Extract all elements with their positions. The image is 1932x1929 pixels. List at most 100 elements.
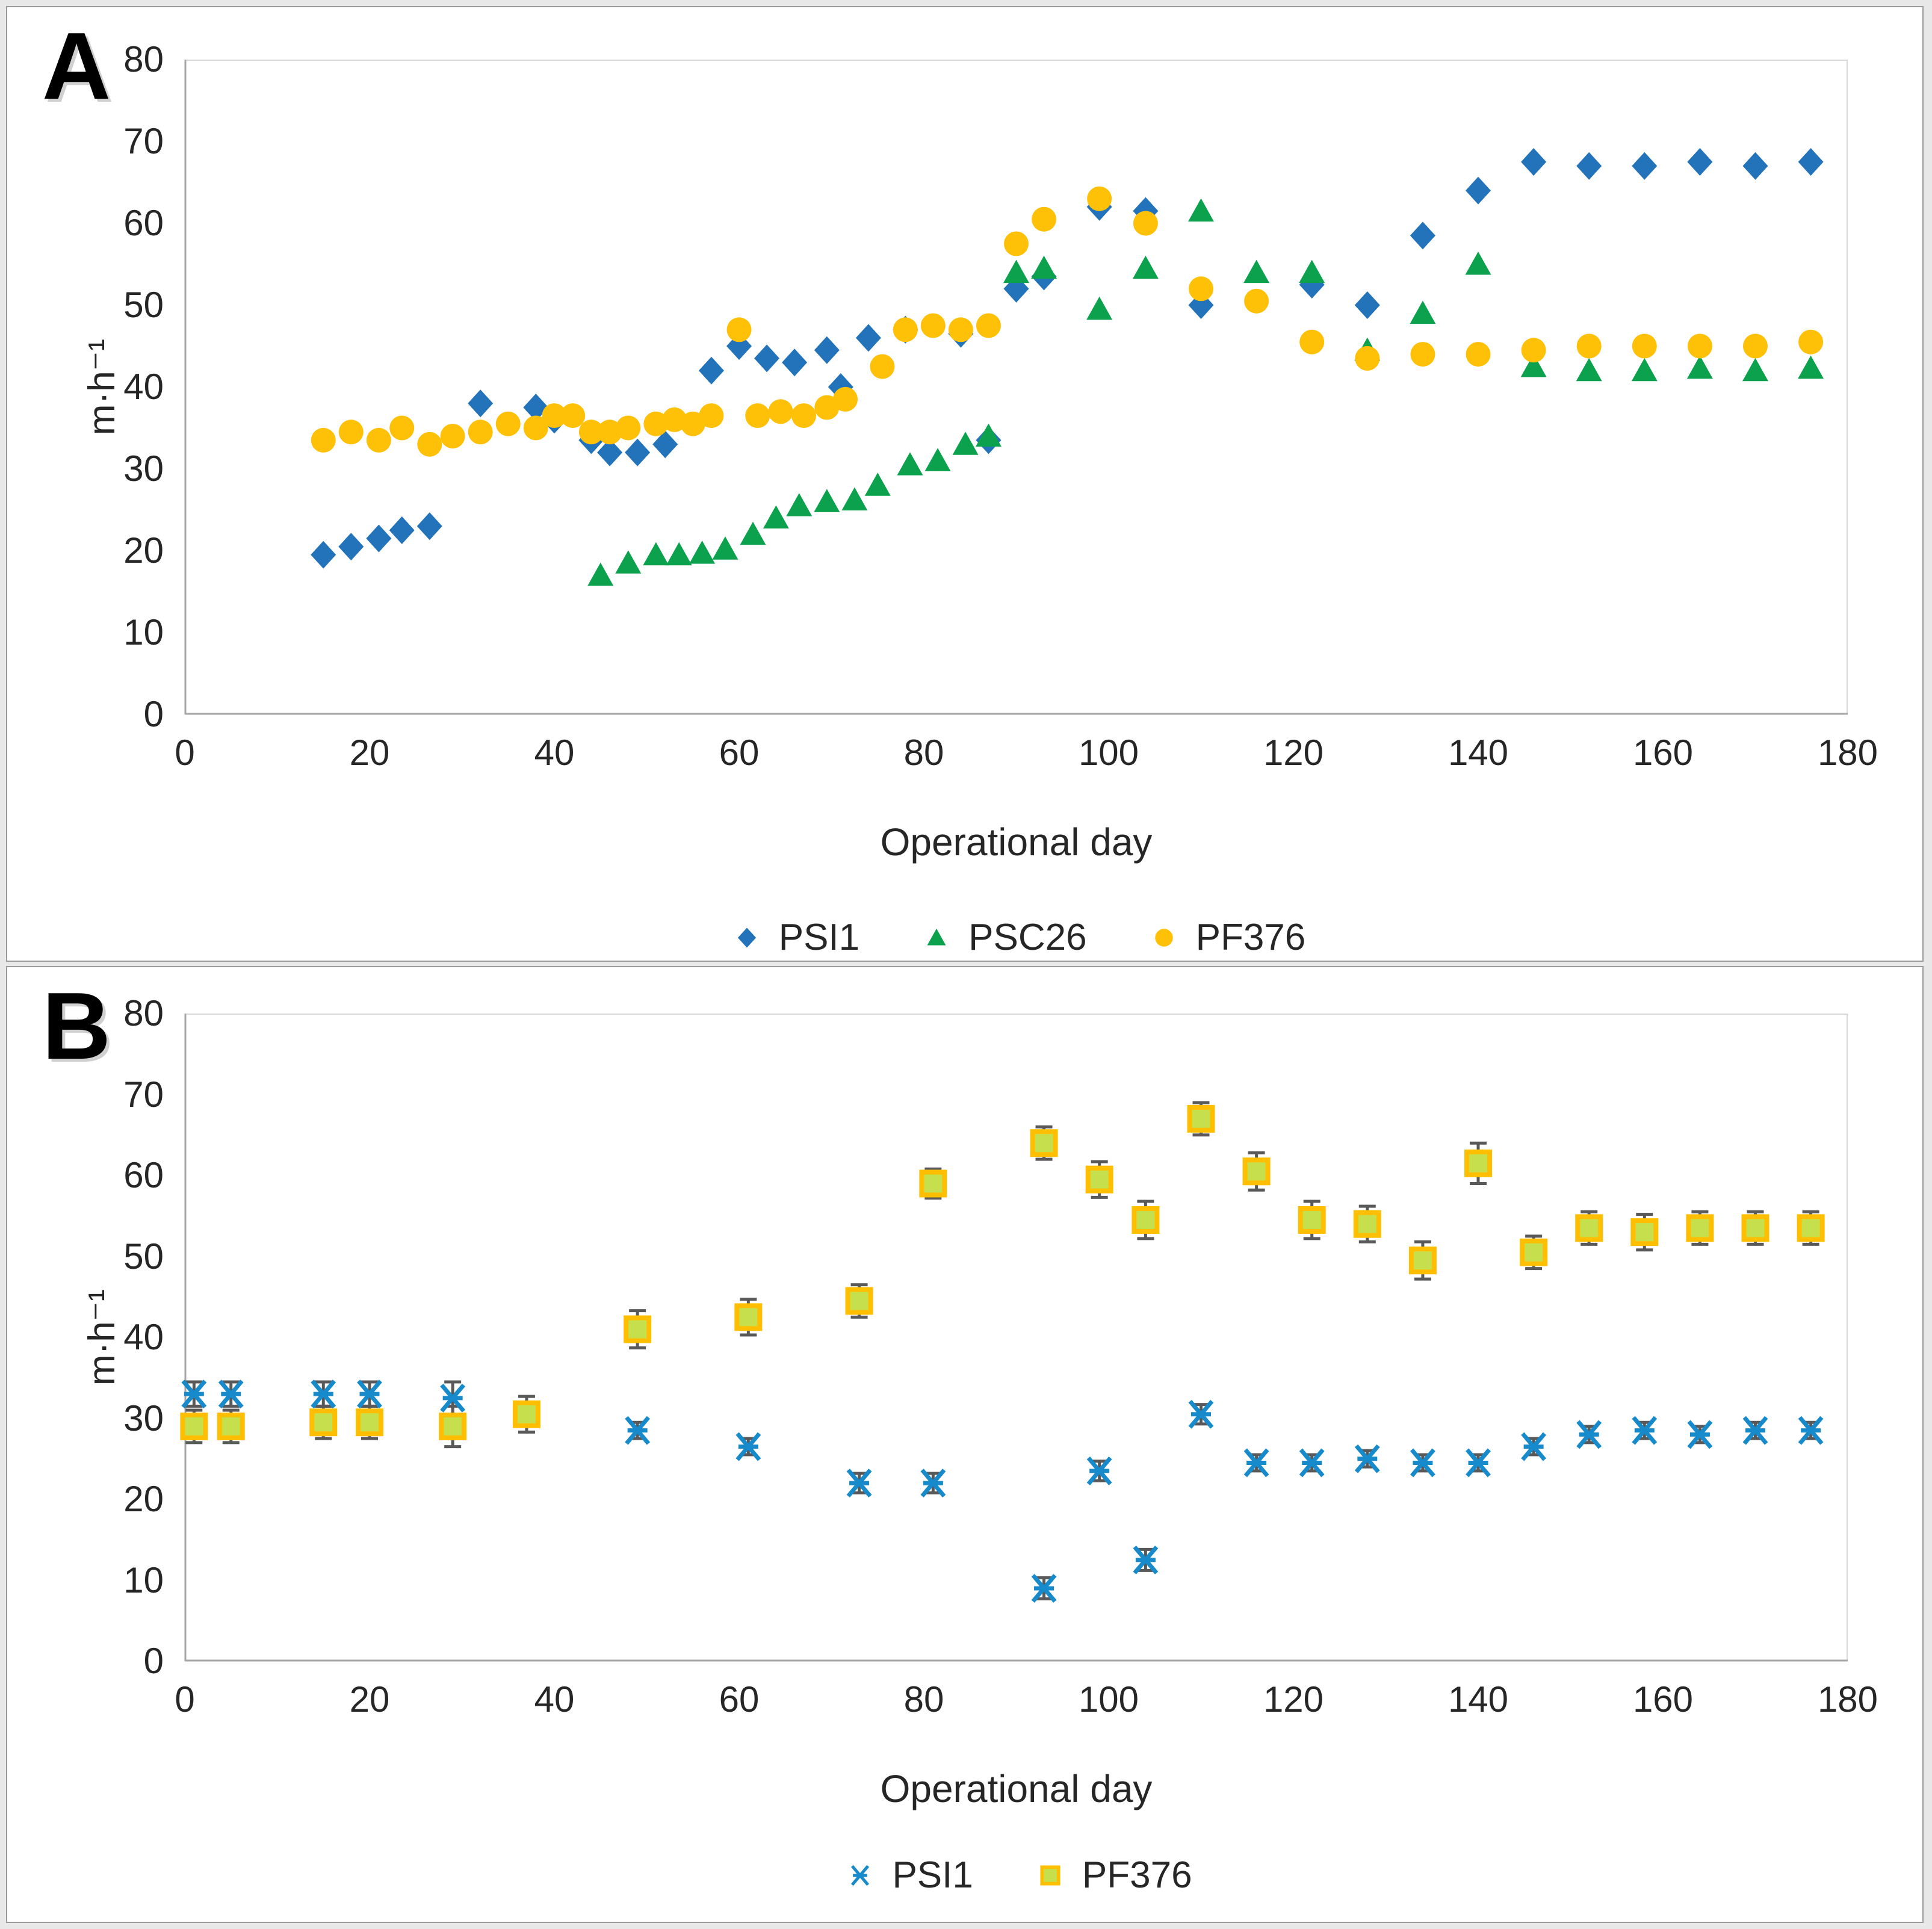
data-point-marker bbox=[1040, 1865, 1060, 1886]
data-point-marker bbox=[1243, 259, 1270, 283]
data-point-marker bbox=[1298, 1206, 1326, 1234]
x-tick-label: 40 bbox=[534, 1679, 575, 1720]
data-point-marker bbox=[1630, 1218, 1659, 1246]
data-point-marker bbox=[1032, 206, 1057, 232]
y-tick-label: 50 bbox=[123, 285, 164, 325]
x-tick-label: 160 bbox=[1632, 732, 1694, 773]
data-point-marker bbox=[851, 1865, 870, 1886]
data-point-marker bbox=[734, 1303, 763, 1331]
data-point-marker bbox=[309, 1408, 338, 1437]
data-point-marker bbox=[311, 540, 336, 569]
data-point-marker bbox=[560, 403, 586, 429]
y-tick-label: 60 bbox=[123, 1155, 164, 1195]
data-point-marker bbox=[786, 493, 813, 516]
data-point-marker bbox=[1632, 152, 1658, 180]
data-point-marker bbox=[726, 317, 752, 342]
data-point-marker bbox=[1576, 1420, 1602, 1449]
data-point-marker bbox=[1465, 252, 1491, 275]
data-point-marker bbox=[338, 533, 364, 561]
data-point-marker bbox=[1464, 1149, 1492, 1177]
data-point-marker bbox=[1242, 1157, 1271, 1186]
data-point-marker bbox=[542, 403, 567, 429]
data-point-marker bbox=[1520, 1238, 1548, 1266]
x-axis-title-b: Operational day bbox=[880, 1767, 1153, 1810]
data-point-marker bbox=[1299, 1448, 1325, 1478]
data-point-marker bbox=[1086, 1456, 1112, 1485]
data-point-marker bbox=[180, 1412, 208, 1440]
data-point-marker bbox=[712, 536, 738, 560]
diamond-legend-icon bbox=[737, 927, 756, 948]
data-point-marker bbox=[952, 432, 979, 455]
data-point-marker bbox=[870, 354, 895, 379]
data-point-marker bbox=[1741, 1214, 1769, 1242]
scatter-canvas-a bbox=[184, 60, 1848, 715]
data-point-marker bbox=[698, 356, 724, 385]
x-tick-label: 140 bbox=[1447, 1679, 1509, 1720]
data-point-marker bbox=[1133, 1545, 1159, 1574]
data-point-marker bbox=[1410, 342, 1435, 367]
x-tick-label: 180 bbox=[1817, 732, 1878, 773]
y-tick-label: 0 bbox=[143, 1641, 164, 1681]
data-point-marker bbox=[652, 430, 678, 459]
data-point-marker bbox=[1687, 148, 1713, 176]
legend-item-pf376: PF376 bbox=[1030, 1854, 1192, 1896]
scatter-canvas-b bbox=[180, 1014, 1848, 1662]
data-point-marker bbox=[1188, 1399, 1214, 1429]
data-point-marker bbox=[855, 324, 881, 352]
panel-b-label: B bbox=[42, 973, 113, 1079]
x-tick-label: 40 bbox=[534, 732, 575, 773]
y-tick-label: 80 bbox=[123, 993, 164, 1033]
legend-item-psi1: PSI1 bbox=[727, 916, 859, 959]
plot-area-b bbox=[180, 1014, 1848, 1662]
data-point-marker bbox=[1004, 231, 1029, 256]
data-point-marker bbox=[897, 452, 923, 475]
data-point-marker bbox=[1520, 354, 1547, 377]
x-tick-label: 0 bbox=[175, 732, 195, 773]
data-point-marker bbox=[512, 1400, 540, 1428]
data-point-marker bbox=[217, 1412, 245, 1440]
data-point-marker bbox=[1798, 148, 1824, 176]
data-point-marker bbox=[814, 395, 840, 420]
legend-label: PF376 bbox=[1082, 1854, 1192, 1896]
data-point-marker bbox=[1798, 329, 1824, 355]
panel-a-label: A bbox=[42, 13, 113, 119]
y-tick-label: 80 bbox=[123, 39, 164, 79]
data-point-marker bbox=[1576, 152, 1602, 180]
data-point-marker bbox=[768, 399, 793, 424]
data-point-marker bbox=[495, 411, 521, 436]
data-point-marker bbox=[1742, 1416, 1768, 1445]
legend-item-psc26: PSC26 bbox=[917, 916, 1087, 959]
data-point-marker bbox=[417, 432, 442, 457]
x-tick-label: 180 bbox=[1817, 1679, 1878, 1720]
data-point-marker bbox=[1521, 338, 1546, 363]
data-point-marker bbox=[1085, 1165, 1113, 1194]
circle-legend-icon bbox=[1154, 928, 1173, 947]
legend-label: PSI1 bbox=[778, 917, 860, 958]
data-point-marker bbox=[218, 1379, 244, 1409]
data-point-marker bbox=[1299, 329, 1325, 355]
data-point-marker bbox=[1408, 1246, 1437, 1275]
data-point-marker bbox=[1742, 358, 1768, 382]
data-point-marker bbox=[745, 403, 770, 429]
data-point-marker bbox=[1466, 1448, 1491, 1478]
legend-item-psi1: PSI1 bbox=[840, 1854, 973, 1896]
data-point-marker bbox=[366, 524, 392, 553]
x-tick-label: 20 bbox=[349, 1679, 390, 1720]
data-point-marker bbox=[356, 1408, 383, 1437]
data-point-marker bbox=[416, 512, 442, 540]
data-point-marker bbox=[311, 427, 336, 453]
x-tick-label: 20 bbox=[349, 732, 390, 773]
triangle-legend-icon bbox=[927, 928, 946, 946]
data-point-marker bbox=[468, 389, 494, 418]
data-point-marker bbox=[1686, 1214, 1714, 1242]
data-point-marker bbox=[735, 1432, 761, 1461]
data-point-marker bbox=[833, 386, 858, 412]
data-point-marker bbox=[440, 1383, 466, 1413]
data-point-marker bbox=[1632, 333, 1657, 359]
data-point-marker bbox=[357, 1379, 382, 1409]
panel-b: B m·h⁻¹ Operational day PSI1 PF376 0 10 20 3… bbox=[6, 966, 1924, 1923]
data-point-marker bbox=[976, 313, 1001, 338]
data-point-marker bbox=[680, 411, 705, 436]
data-point-marker bbox=[841, 487, 868, 511]
data-point-marker bbox=[1087, 186, 1112, 211]
